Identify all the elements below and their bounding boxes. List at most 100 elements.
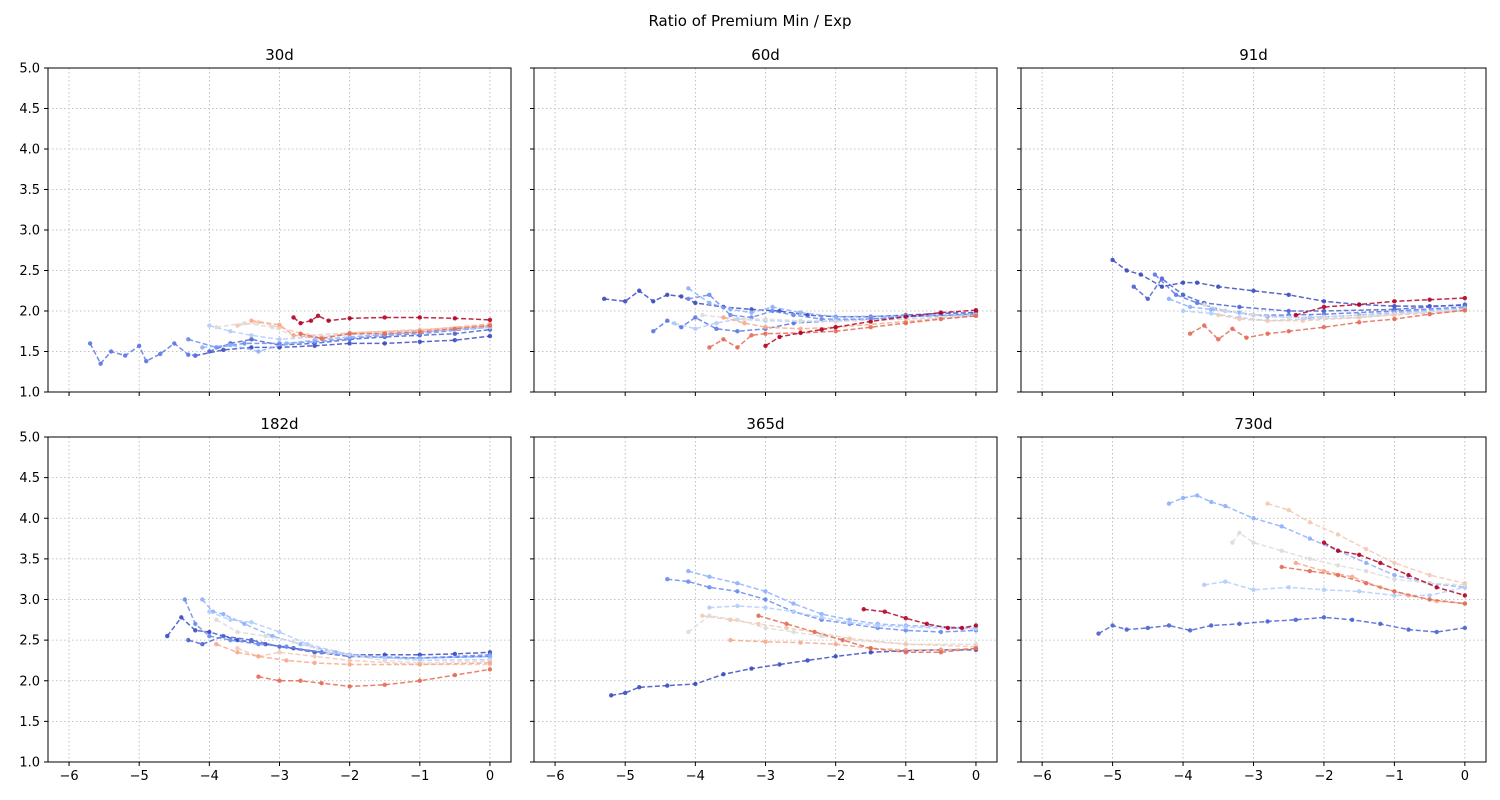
data-point	[973, 307, 979, 313]
x-tick-label: −5	[1103, 769, 1122, 784]
data-point	[1216, 337, 1221, 342]
data-point	[791, 609, 796, 614]
data-point	[326, 650, 331, 655]
data-point	[319, 680, 324, 686]
data-point	[193, 628, 198, 633]
data-point	[700, 613, 705, 618]
data-point	[1321, 314, 1327, 319]
y-tick-label: 3.5	[19, 183, 40, 198]
data-point	[728, 617, 733, 623]
data-point	[1364, 568, 1369, 574]
data-point	[763, 325, 768, 330]
data-point	[1378, 560, 1383, 566]
data-point	[1462, 581, 1468, 586]
data-point	[487, 660, 493, 666]
data-point	[256, 349, 261, 354]
series-line	[709, 605, 977, 630]
data-point	[868, 319, 873, 324]
data-point	[749, 666, 754, 671]
data-point	[228, 342, 233, 348]
data-point	[1251, 587, 1256, 592]
y-tick-label: 4.5	[19, 471, 40, 486]
x-tick-label: −4	[686, 769, 705, 784]
x-tick-label: −5	[130, 769, 149, 784]
series-line	[1182, 308, 1465, 322]
data-point	[214, 617, 219, 623]
x-tick-label: −3	[1244, 769, 1263, 784]
data-point	[622, 690, 628, 696]
data-point	[903, 641, 909, 647]
y-tick-label: 1.0	[19, 756, 40, 771]
data-point	[179, 615, 184, 620]
data-point	[186, 637, 191, 643]
data-point	[1364, 546, 1369, 552]
data-point	[763, 331, 768, 336]
data-point	[284, 341, 289, 346]
data-point	[903, 628, 909, 633]
data-point	[315, 313, 321, 319]
data-point	[756, 621, 761, 627]
data-point	[959, 625, 965, 631]
data-point	[263, 633, 268, 639]
data-point	[326, 318, 331, 323]
data-point	[277, 678, 282, 683]
data-point	[452, 326, 458, 332]
data-point	[945, 625, 951, 631]
data-point	[875, 623, 880, 628]
data-point	[1321, 308, 1327, 314]
y-tick-label: 3.0	[19, 593, 40, 608]
data-point	[763, 597, 768, 602]
data-point	[417, 339, 423, 344]
data-point	[819, 327, 824, 332]
series-line	[604, 289, 977, 318]
data-point	[742, 316, 747, 322]
series-line	[709, 315, 977, 349]
data-point	[1427, 312, 1432, 317]
subplot-title: 182d	[260, 415, 298, 433]
series-line	[209, 610, 491, 662]
data-point	[207, 633, 212, 639]
data-point	[284, 644, 289, 649]
data-point	[136, 343, 142, 349]
data-point	[1286, 507, 1291, 513]
x-tick-label: −2	[826, 769, 845, 784]
data-point	[1237, 316, 1242, 322]
data-point	[207, 629, 212, 635]
data-point	[249, 637, 254, 643]
data-point	[284, 658, 289, 663]
data-point	[1335, 532, 1341, 537]
data-point	[249, 345, 254, 350]
x-tick-label: −5	[616, 769, 635, 784]
x-tick-label: −4	[1173, 769, 1192, 784]
subplot-3: 91d	[1017, 46, 1487, 396]
data-point	[721, 337, 726, 342]
data-point	[200, 597, 205, 602]
data-point	[1307, 556, 1313, 562]
data-point	[637, 288, 642, 293]
data-point	[1392, 576, 1397, 582]
data-point	[200, 345, 205, 350]
y-tick-label: 4.5	[19, 102, 40, 117]
y-tick-label: 5.0	[19, 431, 40, 446]
data-point	[1321, 568, 1327, 574]
data-point	[1356, 302, 1362, 307]
data-point	[637, 685, 642, 690]
y-tick-label: 4.0	[19, 512, 40, 527]
data-point	[298, 678, 303, 683]
y-tick-label: 1.5	[19, 715, 40, 730]
data-point	[938, 629, 944, 635]
data-point	[1145, 296, 1151, 302]
data-point	[601, 296, 607, 302]
data-point	[347, 684, 352, 689]
data-point	[868, 650, 873, 655]
data-point	[763, 625, 768, 631]
data-point	[221, 633, 226, 639]
x-tick-label: −3	[756, 769, 775, 784]
data-point	[452, 331, 458, 336]
data-point	[686, 629, 691, 635]
data-point	[417, 678, 423, 683]
series-line	[1168, 494, 1465, 589]
data-point	[87, 341, 93, 346]
data-point	[1279, 524, 1284, 529]
data-point	[770, 308, 775, 314]
